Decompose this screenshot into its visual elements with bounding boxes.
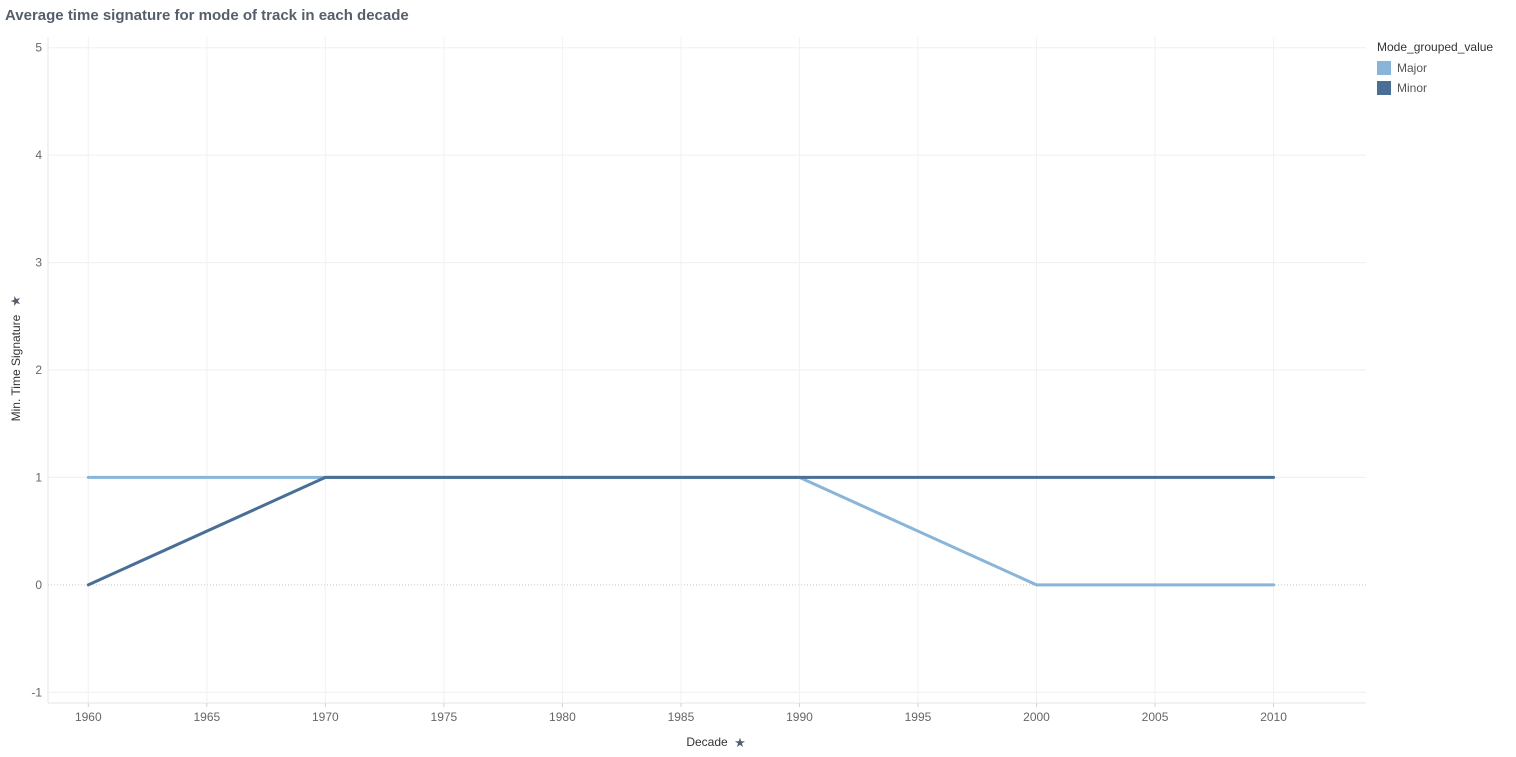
legend-swatch-minor	[1377, 81, 1391, 95]
x-tick-label: 1985	[668, 710, 695, 724]
line-chart: -1 0 1 2 3 4 5 1960 1965 1970 1975 1980 1985 1990 1995…	[9, 37, 1366, 751]
y-tick-label: 4	[35, 148, 42, 162]
x-tick-label: 1990	[786, 710, 813, 724]
x-tick-label: 1970	[312, 710, 339, 724]
legend-item-major[interactable]: Major	[1377, 58, 1493, 78]
series-line-minor[interactable]	[86, 475, 1276, 587]
pin-icon[interactable]: ★	[9, 295, 24, 307]
y-tick-label: 5	[35, 41, 42, 55]
legend-label-major: Major	[1397, 61, 1428, 75]
y-axis-label: Min. Time Signature	[9, 314, 23, 421]
x-tick-label: 1980	[549, 710, 576, 724]
y-tick-label: 2	[35, 363, 42, 377]
x-tick-label: 2000	[1023, 710, 1050, 724]
y-tick-label: -1	[31, 685, 42, 699]
x-tick-label: 2010	[1260, 710, 1287, 724]
legend[interactable]: Mode_grouped_value Major Minor	[1377, 40, 1493, 98]
legend-swatch-major	[1377, 61, 1391, 75]
x-tick-label: 1960	[75, 710, 102, 724]
pin-icon[interactable]: ★	[734, 736, 746, 751]
legend-label-minor: Minor	[1397, 81, 1428, 95]
legend-item-minor[interactable]: Minor	[1377, 78, 1493, 98]
x-tick-label: 1975	[431, 710, 458, 724]
y-tick-label: 0	[35, 578, 42, 592]
y-tick-label: 3	[35, 256, 42, 270]
x-tick-label: 1965	[193, 710, 220, 724]
x-tick-label: 2005	[1142, 710, 1169, 724]
x-axis-label: Decade	[686, 735, 728, 749]
chart-title: Average time signature for mode of track…	[5, 7, 409, 24]
y-tick-label: 1	[35, 470, 42, 484]
legend-title: Mode_grouped_value	[1377, 40, 1494, 54]
x-tick-label: 1995	[905, 710, 932, 724]
